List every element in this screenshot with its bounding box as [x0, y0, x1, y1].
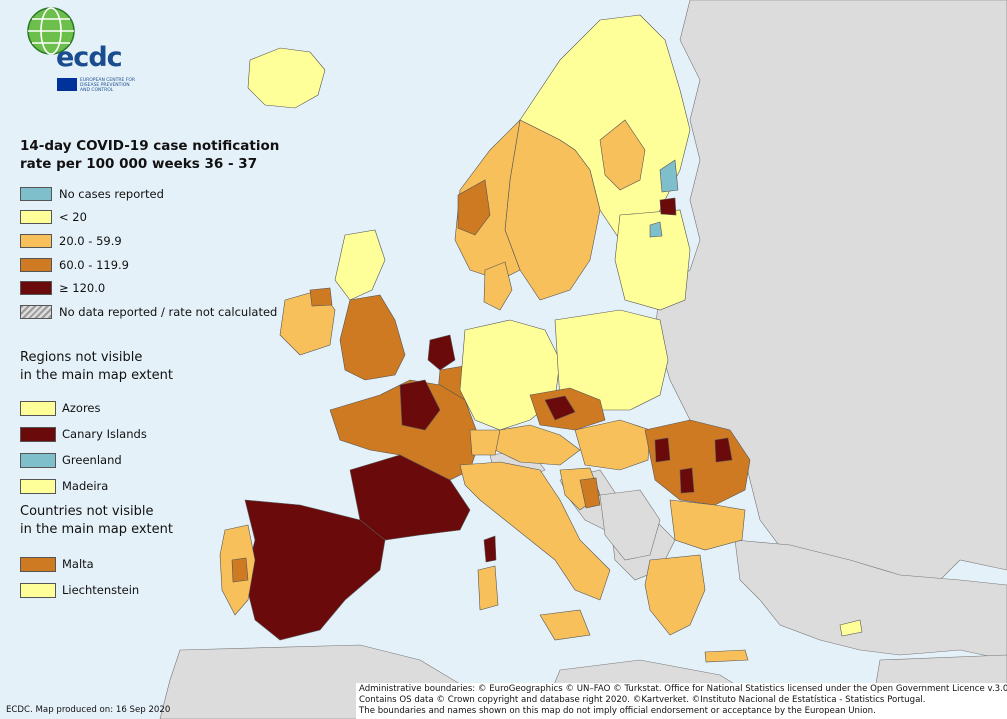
- central-europe-regions: [459, 309, 669, 466]
- non-eu-balkans: [599, 489, 661, 561]
- legend-label: < 20: [59, 210, 87, 225]
- legend-title: 14-day COVID-19 case notification rate p…: [20, 137, 320, 173]
- legend-swatch: [20, 233, 52, 248]
- legend-label: No cases reported: [59, 186, 164, 201]
- region-label: Canary Islands: [62, 427, 147, 441]
- attribution-line: Contains OS data © Crown copyright and d…: [359, 695, 926, 706]
- countries-not-visible-list: Malta Liechtenstein: [20, 551, 139, 603]
- legend-label: 20.0 - 59.9: [59, 233, 122, 248]
- legend-item: No data reported / rate not calculated: [20, 300, 277, 324]
- country-item-malta: Malta: [20, 551, 139, 577]
- legend-swatch: [20, 257, 52, 272]
- regions-title-line1: Regions not visible: [20, 350, 143, 365]
- country-label: Malta: [62, 557, 94, 571]
- scandinavia-regions: [454, 14, 691, 301]
- france-regions: [329, 379, 481, 541]
- attribution-line: The boundaries and names shown on this m…: [359, 706, 876, 717]
- region-swatch: [20, 478, 56, 494]
- logo-subtitle: European Centre for Disease Prevention a…: [80, 78, 135, 93]
- legend-swatch: [20, 281, 52, 296]
- region-swatch: [20, 400, 56, 416]
- denmark-region: [483, 261, 513, 311]
- legend-title-line2: rate per 100 000 weeks 36 - 37: [20, 156, 258, 172]
- region-label: Azores: [62, 401, 101, 415]
- region-swatch: [20, 426, 56, 442]
- legend-swatch-hatched: [20, 304, 52, 319]
- country-swatch: [20, 556, 56, 572]
- legend-swatch: [20, 210, 52, 225]
- eu-flag-icon: [57, 78, 77, 91]
- legend-item: 60.0 - 119.9: [20, 253, 277, 277]
- region-item-madeira: Madeira: [20, 473, 147, 499]
- country-swatch: [20, 582, 56, 598]
- region-label: Greenland: [62, 453, 122, 467]
- country-label: Liechtenstein: [62, 583, 140, 597]
- countries-title-line1: Countries not visible: [20, 504, 154, 519]
- regions-not-visible-list: Azores Canary Islands Greenland Madeira: [20, 395, 147, 499]
- logo-wordmark: ecdc: [56, 42, 123, 73]
- southeast-europe-regions: [559, 419, 863, 663]
- region-item-greenland: Greenland: [20, 447, 147, 473]
- legend-title-line1: 14-day COVID-19 case notification: [20, 138, 280, 154]
- legend-swatch: [20, 186, 52, 201]
- regions-not-visible-title: Regions not visible in the main map exte…: [20, 349, 240, 385]
- region-item-azores: Azores: [20, 395, 147, 421]
- globe-icon: [27, 7, 75, 55]
- baltic-regions: [614, 197, 691, 311]
- attribution-box: Administrative boundaries: © EuroGeograp…: [356, 683, 1007, 719]
- region-item-canary-islands: Canary Islands: [20, 421, 147, 447]
- uk-ireland-regions: [279, 229, 406, 381]
- iceland-region: [247, 47, 326, 109]
- region-swatch: [20, 452, 56, 468]
- region-label: Madeira: [62, 479, 109, 493]
- ecdc-logo: ecdc European Centre for Disease Prevent…: [18, 5, 135, 93]
- map-produced-date: ECDC. Map produced on: 16 Sep 2020: [6, 705, 171, 715]
- countries-title-line2: in the main map extent: [20, 522, 173, 537]
- legend-item: 20.0 - 59.9: [20, 229, 277, 253]
- legend-list: No cases reported < 20 20.0 - 59.9 60.0 …: [20, 182, 277, 324]
- legend-item: ≥ 120.0: [20, 276, 277, 300]
- legend-label: No data reported / rate not calculated: [59, 304, 278, 319]
- regions-title-line2: in the main map extent: [20, 368, 173, 383]
- legend-label: 60.0 - 119.9: [59, 257, 129, 272]
- italy-regions: [459, 461, 611, 641]
- attribution-line: Administrative boundaries: © EuroGeograp…: [359, 684, 1007, 694]
- iberia-regions: [219, 499, 386, 641]
- countries-not-visible-title: Countries not visible in the main map ex…: [20, 503, 240, 539]
- legend-item: < 20: [20, 206, 277, 230]
- legend-item: No cases reported: [20, 182, 277, 206]
- country-item-liechtenstein: Liechtenstein: [20, 577, 139, 603]
- legend-label: ≥ 120.0: [59, 281, 106, 296]
